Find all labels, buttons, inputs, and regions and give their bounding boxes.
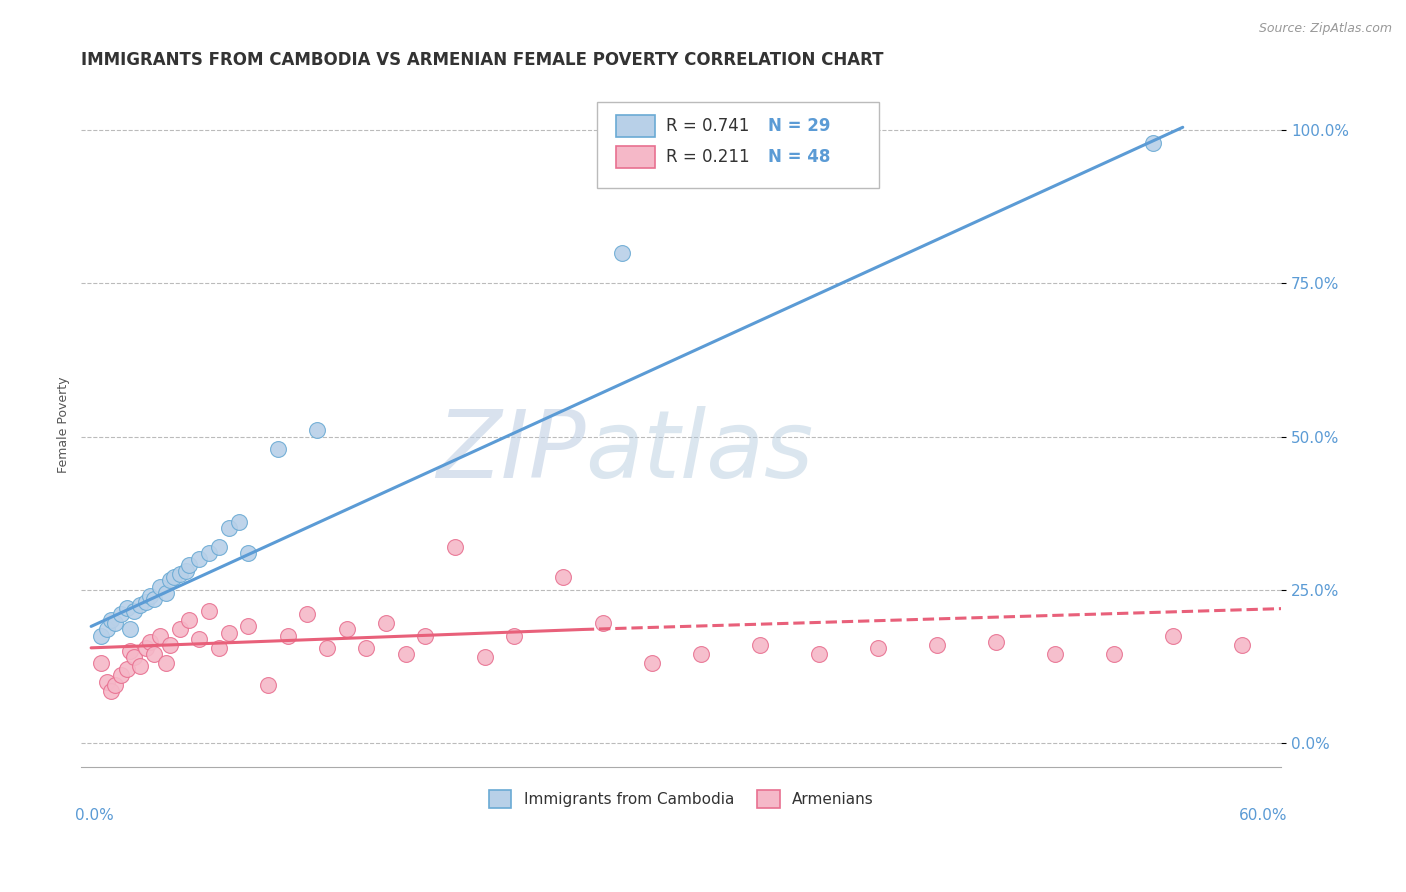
- Point: [100, 613, 122, 627]
- Point: [444, 540, 467, 554]
- Point: [120, 644, 142, 658]
- Point: [375, 616, 398, 631]
- Point: [110, 668, 132, 682]
- Point: [474, 650, 496, 665]
- Point: [208, 640, 231, 655]
- Point: [100, 683, 122, 698]
- Point: [395, 647, 418, 661]
- Text: Source: ZipAtlas.com: Source: ZipAtlas.com: [1258, 22, 1392, 36]
- Point: [179, 558, 201, 573]
- Point: [553, 570, 575, 584]
- Text: R = 0.211: R = 0.211: [665, 148, 749, 166]
- Point: [218, 521, 240, 535]
- Text: IMMIGRANTS FROM CAMBODIA VS ARMENIAN FEMALE POVERTY CORRELATION CHART: IMMIGRANTS FROM CAMBODIA VS ARMENIAN FEM…: [82, 51, 884, 69]
- Point: [159, 638, 181, 652]
- Point: [612, 245, 634, 260]
- Point: [129, 659, 152, 673]
- Point: [1230, 638, 1253, 652]
- Point: [257, 677, 280, 691]
- Point: [1102, 647, 1125, 661]
- Text: ZIP: ZIP: [436, 406, 585, 497]
- Point: [689, 647, 711, 661]
- Point: [155, 656, 177, 670]
- Point: [104, 616, 127, 631]
- Point: [356, 640, 378, 655]
- Point: [120, 623, 142, 637]
- Text: N = 29: N = 29: [768, 117, 830, 135]
- Point: [592, 616, 614, 631]
- Point: [297, 607, 319, 622]
- Text: 0.0%: 0.0%: [76, 808, 114, 823]
- Point: [104, 677, 127, 691]
- Point: [124, 650, 146, 665]
- Point: [208, 540, 231, 554]
- Point: [415, 629, 437, 643]
- Point: [129, 598, 152, 612]
- Point: [267, 442, 290, 456]
- Point: [641, 656, 664, 670]
- Point: [198, 546, 221, 560]
- Point: [143, 591, 166, 606]
- Point: [159, 574, 181, 588]
- Point: [96, 623, 118, 637]
- Text: atlas: atlas: [585, 406, 814, 497]
- Point: [179, 613, 201, 627]
- Point: [163, 570, 186, 584]
- Text: 60.0%: 60.0%: [1239, 808, 1286, 823]
- Point: [135, 595, 157, 609]
- Point: [218, 625, 240, 640]
- Point: [336, 623, 359, 637]
- Point: [1142, 136, 1164, 150]
- Point: [149, 629, 172, 643]
- Point: [110, 607, 132, 622]
- Point: [139, 589, 162, 603]
- Point: [748, 638, 770, 652]
- Point: [90, 656, 112, 670]
- Point: [115, 601, 138, 615]
- Point: [143, 647, 166, 661]
- Point: [238, 546, 260, 560]
- Point: [1161, 629, 1184, 643]
- Point: [198, 604, 221, 618]
- Text: N = 48: N = 48: [768, 148, 830, 166]
- Point: [188, 632, 211, 646]
- FancyBboxPatch shape: [598, 102, 879, 187]
- Point: [228, 516, 250, 530]
- Point: [149, 580, 172, 594]
- Point: [174, 564, 197, 578]
- Point: [139, 634, 162, 648]
- Point: [238, 619, 260, 633]
- Point: [90, 629, 112, 643]
- Point: [925, 638, 948, 652]
- Point: [307, 424, 329, 438]
- Point: [277, 629, 299, 643]
- Point: [169, 567, 191, 582]
- Point: [807, 647, 830, 661]
- FancyBboxPatch shape: [616, 145, 655, 168]
- FancyBboxPatch shape: [616, 115, 655, 136]
- Point: [984, 634, 1007, 648]
- Point: [316, 640, 339, 655]
- Y-axis label: Female Poverty: Female Poverty: [58, 376, 70, 473]
- Point: [155, 585, 177, 599]
- Legend: Immigrants from Cambodia, Armenians: Immigrants from Cambodia, Armenians: [482, 784, 880, 814]
- Point: [866, 640, 889, 655]
- Point: [1279, 640, 1302, 655]
- Point: [169, 623, 191, 637]
- Point: [135, 640, 157, 655]
- Point: [503, 629, 526, 643]
- Point: [96, 674, 118, 689]
- Point: [115, 662, 138, 676]
- Point: [1043, 647, 1066, 661]
- Point: [124, 604, 146, 618]
- Text: R = 0.741: R = 0.741: [665, 117, 749, 135]
- Point: [188, 552, 211, 566]
